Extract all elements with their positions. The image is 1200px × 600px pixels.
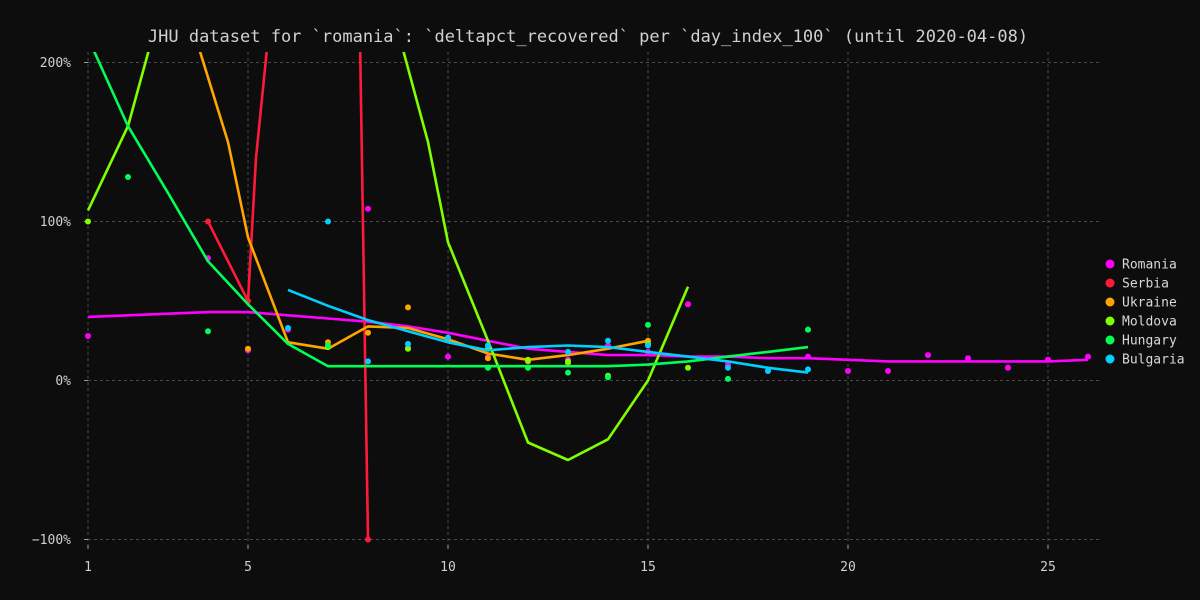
series-line-bulgaria	[287, 288, 809, 374]
legend-label-serbia: Serbia	[1122, 277, 1169, 292]
data-point-hungary	[565, 369, 571, 376]
data-point-hungary	[205, 328, 211, 335]
data-point-hungary	[525, 364, 531, 371]
data-point-hungary	[325, 342, 331, 349]
legend-item-ukraine: Ukraine	[1105, 296, 1177, 311]
data-point-romania	[885, 368, 891, 374]
data-point-serbia	[205, 218, 211, 225]
legend-marker-bulgaria	[1105, 354, 1115, 364]
data-point-moldova	[405, 345, 411, 352]
legend: Romania Serbia Ukraine Moldova Hungary Bulgar…	[1105, 258, 1185, 368]
data-point-ukraine	[485, 355, 491, 362]
legend-label-ukraine: Ukraine	[1122, 296, 1177, 311]
legend-marker-serbia	[1105, 278, 1115, 288]
legend-marker-hungary	[1105, 335, 1115, 345]
y-tick-label: 100%	[40, 215, 71, 230]
data-point-romania	[845, 368, 851, 374]
data-point-ukraine	[365, 329, 371, 336]
data-point-bulgaria	[325, 218, 331, 225]
legend-label-bulgaria: Bulgaria	[1122, 353, 1185, 368]
data-point-bulgaria	[365, 358, 371, 365]
data-point-serbia	[365, 536, 371, 543]
data-point-bulgaria	[725, 364, 731, 371]
x-tick-label: 15	[640, 560, 656, 575]
data-point-romania	[965, 355, 971, 362]
legend-marker-ukraine	[1105, 297, 1115, 307]
series-line-ukraine	[198, 52, 649, 362]
legend-marker-romania	[1105, 259, 1115, 269]
data-point-bulgaria	[405, 340, 411, 347]
series-line-moldova	[86, 52, 690, 462]
x-tick-label: 10	[440, 560, 456, 575]
legend-item-romania: Romania	[1105, 258, 1177, 273]
x-tick-label: 5	[244, 560, 252, 575]
legend-label-romania: Romania	[1122, 258, 1177, 273]
data-point-moldova	[525, 356, 531, 363]
data-point-hungary	[805, 326, 811, 333]
data-point-hungary	[725, 375, 731, 382]
legend-marker-moldova	[1105, 316, 1115, 326]
legend-item-serbia: Serbia	[1105, 277, 1169, 292]
data-point-romania	[1085, 353, 1091, 360]
data-point-moldova	[85, 218, 91, 225]
y-tick-label: 0%	[55, 374, 71, 389]
data-point-hungary	[645, 321, 651, 328]
legend-label-hungary: Hungary	[1122, 334, 1177, 349]
legend-label-moldova: Moldova	[1122, 315, 1177, 330]
data-point-bulgaria	[565, 348, 571, 355]
legend-item-moldova: Moldova	[1105, 315, 1177, 330]
data-point-romania	[685, 301, 691, 308]
series-bulgaria	[285, 218, 811, 374]
x-tick-label: 25	[1040, 560, 1056, 575]
x-tick-label: 1	[84, 560, 92, 575]
series-moldova	[85, 52, 691, 462]
data-point-romania	[925, 352, 931, 359]
legend-item-bulgaria: Bulgaria	[1105, 353, 1185, 368]
data-point-romania	[1005, 364, 1011, 371]
data-point-ukraine	[405, 304, 411, 311]
tick-labels: 1 5 10 15 20 25−100%0%100%200%	[32, 56, 1056, 575]
data-point-romania	[445, 353, 451, 360]
plot-area	[85, 52, 1091, 543]
data-point-moldova	[565, 358, 571, 365]
data-point-romania	[85, 333, 91, 339]
data-point-bulgaria	[285, 325, 291, 331]
data-point-hungary	[605, 374, 611, 381]
data-point-romania	[1045, 356, 1051, 363]
y-tick-label: −100%	[32, 533, 71, 548]
series-hungary	[93, 52, 811, 382]
legend-item-hungary: Hungary	[1105, 334, 1177, 349]
data-point-moldova	[685, 364, 691, 371]
data-point-bulgaria	[605, 337, 611, 344]
data-point-bulgaria	[445, 334, 451, 341]
series-line-romania	[87, 310, 1089, 363]
x-tick-label: 20	[840, 560, 856, 575]
data-point-ukraine	[245, 345, 251, 352]
series-serbia	[205, 52, 371, 543]
data-point-bulgaria	[645, 342, 651, 349]
data-point-bulgaria	[805, 366, 811, 373]
data-point-romania	[805, 353, 811, 360]
grid	[87, 52, 1100, 545]
series-line-serbia	[206, 52, 370, 540]
data-point-bulgaria	[765, 368, 771, 374]
chart-title: JHU dataset for `romania`: `deltapct_rec…	[148, 27, 1028, 47]
data-point-romania	[365, 205, 371, 212]
data-point-bulgaria	[485, 342, 491, 349]
y-tick-label: 200%	[40, 56, 71, 71]
data-point-hungary	[125, 174, 131, 180]
data-point-hungary	[485, 364, 491, 371]
series-line-hungary	[93, 52, 809, 368]
